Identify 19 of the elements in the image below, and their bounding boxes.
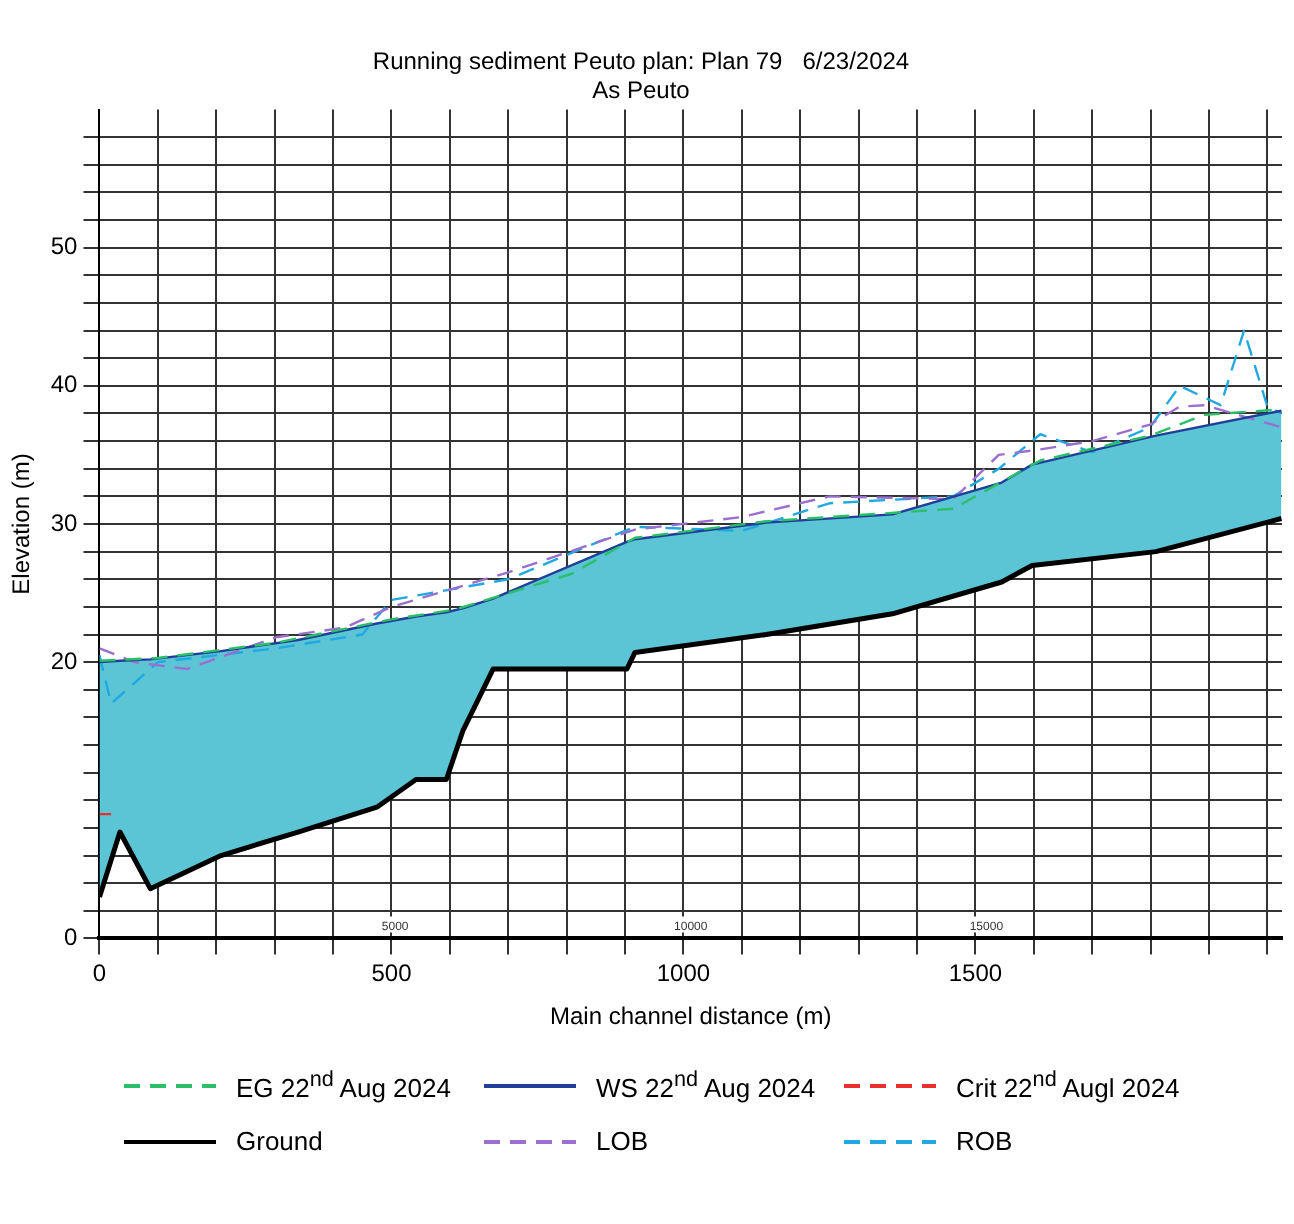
chart-subtitle: As Peuto xyxy=(592,75,691,104)
y-tick-label: 30 xyxy=(50,508,79,537)
legend-label: ROB xyxy=(956,1126,1013,1157)
x-tick-label: 1000 xyxy=(656,959,711,988)
x-axis-title: Main channel distance (m) xyxy=(550,1002,832,1031)
y-tick-label: 40 xyxy=(50,370,79,399)
legend-label: EG 22$^{nd}$ Aug 2024 xyxy=(236,1068,451,1103)
legend-label: LOB xyxy=(596,1126,649,1157)
chart-title: Running sediment Peuto plan: Plan 79 6/23/2024 xyxy=(372,47,910,76)
legend-label: Crit 22$^{nd}$ Augl 2024 xyxy=(956,1068,1180,1103)
y-tick-label: 20 xyxy=(50,646,79,675)
legend-label: WS 22$^{nd}$ Aug 2024 xyxy=(596,1068,816,1103)
y-axis-title: Elevation (m) xyxy=(7,453,36,595)
x-tick-label: 0 xyxy=(92,959,107,988)
y-tick-label: 50 xyxy=(50,232,79,261)
y-tick-label: 0 xyxy=(64,923,79,952)
legend-label: Ground xyxy=(236,1126,323,1157)
x-tick-label: 1500 xyxy=(948,959,1003,988)
x-tick-label: 500 xyxy=(371,959,413,988)
